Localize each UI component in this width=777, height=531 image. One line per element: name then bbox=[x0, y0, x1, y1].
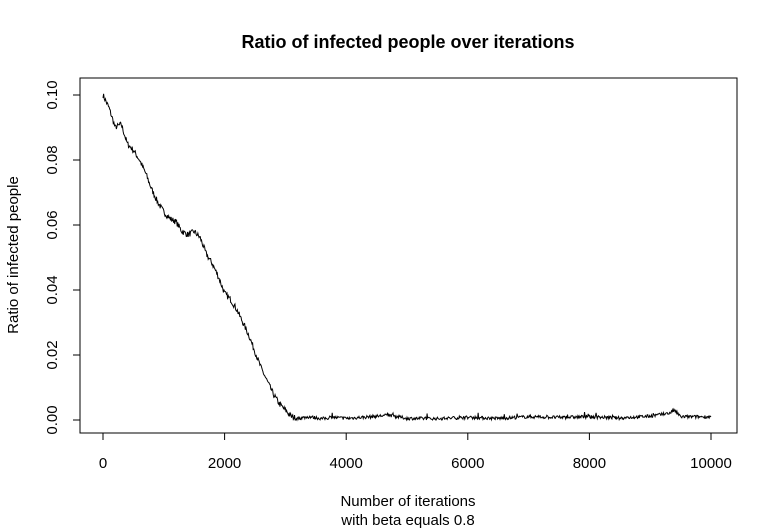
x-tick-label: 2000 bbox=[208, 455, 241, 472]
x-tick-label: 4000 bbox=[330, 455, 363, 472]
x-axis: 0 2000 4000 6000 8000 10000 bbox=[99, 433, 732, 472]
y-tick-label: 0.04 bbox=[44, 275, 61, 304]
x-tick-label: 0 bbox=[99, 455, 107, 472]
y-axis: 0.00 0.02 0.04 0.06 0.08 0.10 bbox=[44, 80, 80, 435]
x-tick-label: 10000 bbox=[690, 455, 732, 472]
chart-title: Ratio of infected people over iterations bbox=[241, 32, 574, 52]
y-axis-label: Ratio of infected people bbox=[5, 176, 22, 334]
x-axis-label-line-1: Number of iterations bbox=[340, 493, 475, 510]
x-tick-label: 8000 bbox=[573, 455, 606, 472]
y-tick-label: 0.02 bbox=[44, 340, 61, 369]
x-tick-label: 6000 bbox=[451, 455, 484, 472]
y-tick-label: 0.08 bbox=[44, 145, 61, 174]
series-line bbox=[102, 93, 712, 422]
y-tick-label: 0.00 bbox=[44, 405, 61, 434]
x-axis-label-line-2: with beta equals 0.8 bbox=[340, 512, 474, 529]
plot-frame bbox=[79, 77, 738, 434]
y-tick-label: 0.06 bbox=[44, 210, 61, 239]
y-tick-label: 0.10 bbox=[44, 80, 61, 109]
